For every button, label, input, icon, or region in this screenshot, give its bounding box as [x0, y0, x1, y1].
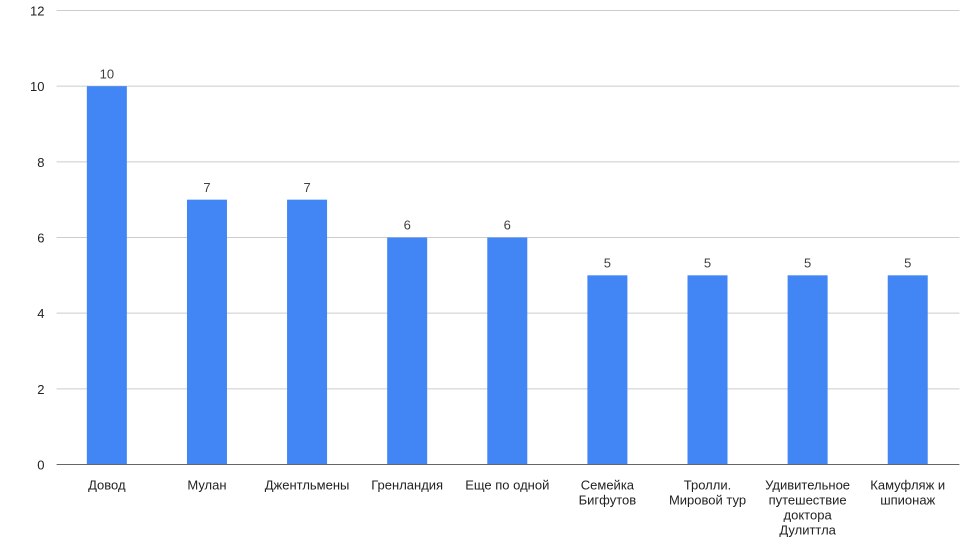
svg-text:4: 4: [37, 306, 44, 321]
svg-text:12: 12: [30, 4, 44, 19]
svg-text:7: 7: [303, 180, 310, 195]
svg-text:8: 8: [37, 155, 44, 170]
svg-text:5: 5: [904, 256, 911, 271]
svg-text:5: 5: [804, 256, 811, 271]
svg-text:5: 5: [704, 256, 711, 271]
svg-text:доктора: доктора: [784, 508, 833, 523]
svg-text:Камуфляж и: Камуфляж и: [870, 477, 945, 492]
svg-text:6: 6: [37, 231, 44, 246]
svg-text:Мировой тур: Мировой тур: [669, 493, 746, 508]
svg-text:Джентльмены: Джентльмены: [265, 477, 350, 492]
svg-text:7: 7: [203, 180, 210, 195]
svg-text:Бигфутов: Бигфутов: [579, 493, 637, 508]
svg-text:путешествие: путешествие: [769, 493, 847, 508]
svg-text:2: 2: [37, 382, 44, 397]
svg-text:Еще по одной: Еще по одной: [465, 477, 549, 492]
svg-text:6: 6: [504, 218, 511, 233]
svg-text:10: 10: [100, 66, 114, 81]
svg-text:0: 0: [37, 458, 44, 473]
svg-text:6: 6: [404, 218, 411, 233]
svg-text:Дулиттла: Дулиттла: [779, 523, 836, 538]
svg-text:Семейка: Семейка: [581, 477, 635, 492]
svg-text:Довод: Довод: [88, 477, 126, 492]
svg-text:5: 5: [604, 256, 611, 271]
svg-text:Удивительное: Удивительное: [765, 477, 850, 492]
svg-text:10: 10: [30, 79, 44, 94]
svg-text:Тролли.: Тролли.: [684, 477, 731, 492]
svg-text:Гренландия: Гренландия: [371, 477, 443, 492]
svg-text:Мулан: Мулан: [187, 477, 226, 492]
svg-text:шпионаж: шпионаж: [880, 493, 935, 508]
